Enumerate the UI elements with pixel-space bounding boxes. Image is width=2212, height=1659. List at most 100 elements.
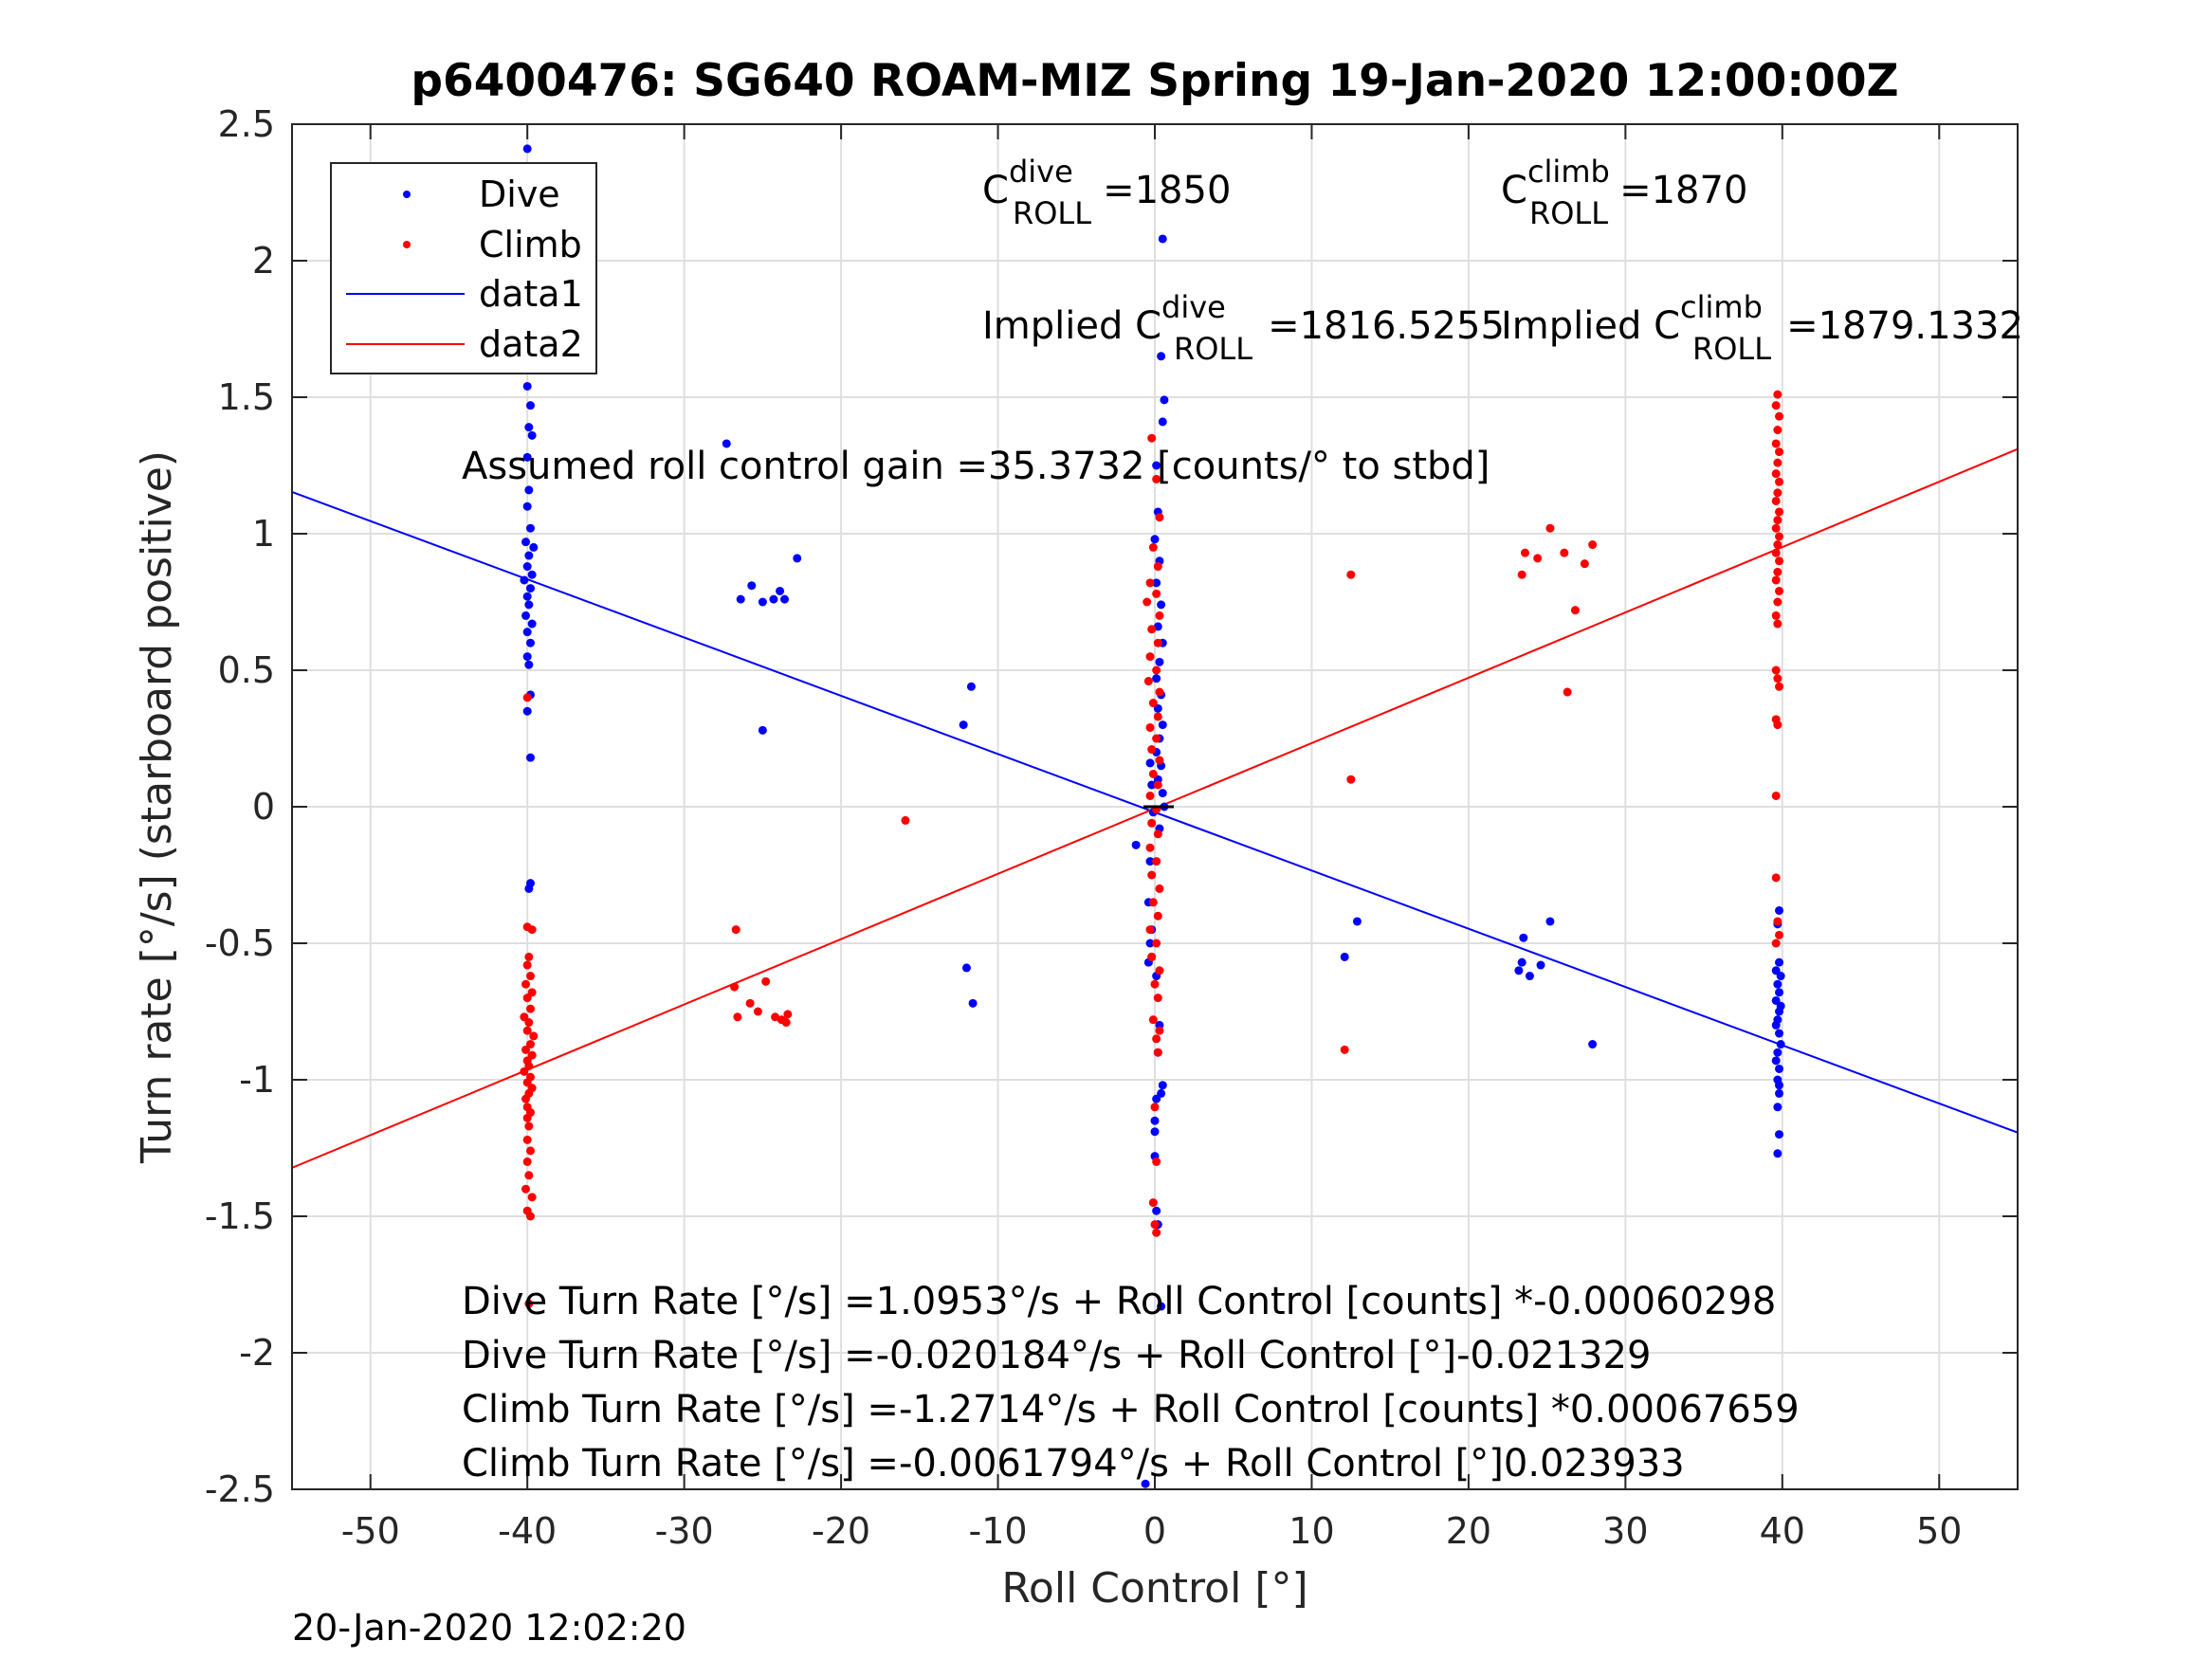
climb-point — [522, 1026, 532, 1035]
climb-point — [1155, 756, 1164, 765]
dive-point — [776, 586, 785, 595]
dive-point — [522, 501, 532, 511]
climb-point — [521, 1094, 531, 1103]
dive-point — [1157, 600, 1166, 610]
x-tick-label: -10 — [969, 1510, 1028, 1552]
c-dive-main: C — [982, 169, 1009, 212]
dive-point — [527, 430, 537, 440]
dive-point — [1157, 352, 1166, 361]
climb-point — [1147, 625, 1157, 634]
dive-point — [1145, 857, 1155, 866]
climb-point — [524, 1121, 534, 1131]
climb-point — [1153, 911, 1162, 921]
y-tick-label: 2 — [252, 240, 275, 282]
climb-point — [525, 1004, 535, 1013]
dive-point — [1158, 789, 1167, 798]
dive-point — [1158, 720, 1167, 730]
climb-point — [1775, 507, 1784, 517]
x-tick-label: 50 — [1916, 1510, 1962, 1552]
climb-point — [1773, 567, 1782, 576]
climb-point — [1155, 611, 1164, 620]
dive-point — [529, 542, 539, 552]
climb-point — [1775, 532, 1784, 541]
dive-point — [522, 452, 532, 462]
implied-dive-annotation: Implied Cdive ROLL =1816.5255 — [982, 289, 1505, 367]
c-dive-sub: ROLL — [1013, 195, 1091, 231]
climb-point — [1143, 677, 1153, 686]
climb-point — [1560, 548, 1569, 557]
climb-point — [1152, 474, 1161, 483]
c-dive-sup: dive — [1009, 154, 1073, 190]
dive-point — [1776, 1040, 1785, 1049]
x-tick-label: 40 — [1760, 1510, 1805, 1552]
dive-point — [1771, 1056, 1781, 1066]
y-tick-labels: 2.5 2 1.5 1 0.5 0 -0.5 -1 -1.5 -2 -2.5 — [205, 103, 275, 1510]
x-tick-label: 10 — [1289, 1510, 1334, 1552]
dive-point — [1160, 395, 1169, 405]
dive-point — [522, 592, 532, 601]
dive-point — [525, 753, 535, 762]
implied-climb-annotation: Implied Cclimb ROLL =1879.1332 — [1501, 289, 2023, 367]
climb-point — [1152, 1034, 1161, 1044]
dive-point — [522, 706, 532, 716]
dive-point — [1141, 1479, 1150, 1488]
climb-point — [1773, 917, 1782, 926]
dive-point — [522, 652, 532, 662]
climb-point — [1148, 769, 1158, 778]
climb-point — [745, 998, 755, 1008]
climb-point — [1771, 665, 1781, 675]
dive-point — [1145, 939, 1155, 948]
chart-title: p6400476: SG640 ROAM-MIZ Spring 19-Jan-2… — [411, 55, 1898, 107]
dive-point — [524, 485, 534, 495]
climb-point — [1771, 469, 1781, 479]
climb-point — [1773, 426, 1782, 435]
climb-point — [1148, 898, 1158, 907]
climb-point — [1152, 857, 1161, 866]
climb-point — [1773, 597, 1782, 607]
climb-point — [1775, 447, 1784, 457]
climb-point — [1155, 966, 1164, 975]
climb-point — [730, 982, 740, 992]
dive-point — [524, 551, 534, 560]
y-tick-label: 2.5 — [218, 103, 275, 145]
climb-point — [525, 1212, 535, 1221]
climb-point — [1775, 682, 1784, 691]
x-tick-label: 30 — [1602, 1510, 1648, 1552]
dive-point — [1352, 917, 1362, 926]
implied-climb-sup: climb — [1680, 289, 1763, 325]
climb-point — [1771, 496, 1781, 505]
dive-point — [1773, 1048, 1782, 1057]
climb-point — [1545, 523, 1555, 533]
c-climb-sub: ROLL — [1529, 195, 1608, 231]
climb-point — [1147, 952, 1157, 961]
y-tick-label: 1.5 — [218, 376, 275, 418]
dive-point — [1152, 578, 1161, 588]
climb-counts-equation: Climb Turn Rate [°/s] =-1.2714°/s + Roll… — [462, 1388, 1800, 1431]
climb-point — [1775, 477, 1784, 486]
climb-point — [525, 972, 535, 981]
climb-point — [525, 1146, 535, 1156]
climb-point — [1775, 586, 1784, 595]
climb-point — [1771, 611, 1781, 620]
climb-point — [1340, 1045, 1349, 1054]
dive-point — [525, 523, 535, 533]
dive-point — [1150, 1116, 1160, 1125]
climb-point — [1775, 556, 1784, 566]
c-climb-annotation: Cclimb ROLL =1870 — [1501, 154, 1747, 231]
dive-point — [522, 628, 532, 637]
dive-point — [1773, 1149, 1782, 1158]
climb-point — [1148, 699, 1158, 708]
legend-climb-label: Climb — [479, 224, 582, 265]
data-points — [520, 144, 1785, 1488]
dive-point — [758, 597, 767, 607]
dive-point — [961, 963, 971, 973]
climb-point — [1152, 734, 1161, 743]
climb-point — [1346, 775, 1356, 784]
climb-point — [1152, 589, 1161, 598]
climb-point — [1145, 791, 1155, 800]
climb-point — [524, 1299, 534, 1308]
climb-point — [1153, 562, 1162, 572]
climb-point — [1145, 843, 1155, 852]
climb-point — [1773, 619, 1782, 629]
dive-point — [1519, 933, 1528, 942]
